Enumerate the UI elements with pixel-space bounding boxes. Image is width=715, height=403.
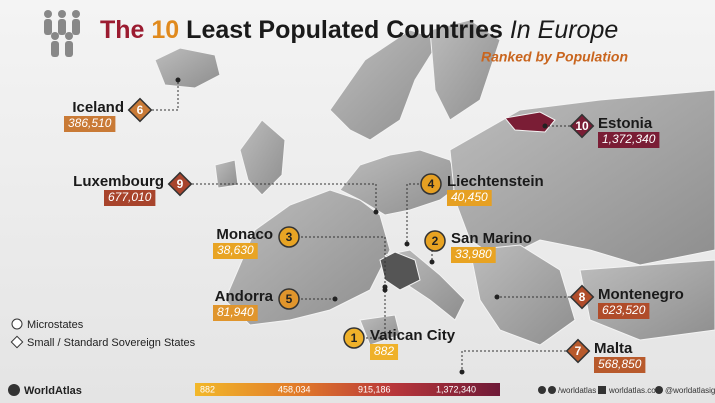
country-name: Montenegro	[598, 286, 684, 303]
rank: 6	[137, 103, 144, 117]
rank: 10	[575, 119, 589, 133]
population-box	[598, 303, 650, 319]
country-name: Malta	[594, 340, 633, 357]
rank-badge	[278, 288, 300, 310]
rank-badge	[569, 113, 595, 139]
leader-line	[289, 236, 386, 290]
population-box	[370, 344, 399, 360]
legend-diamond	[10, 335, 24, 349]
rank: 4	[428, 177, 435, 191]
country-name: Liechtenstein	[447, 173, 544, 190]
title-suffix: In Europe	[510, 16, 618, 44]
population: 40,450	[451, 190, 488, 204]
location-dot	[542, 123, 548, 129]
scale-label: 915,186	[358, 384, 391, 394]
social-icon	[548, 386, 556, 394]
population: 38,630	[217, 243, 254, 257]
population-box	[447, 190, 492, 206]
population: 882	[374, 344, 394, 358]
map	[154, 19, 715, 346]
country-name: Vatican City	[370, 327, 456, 344]
subtitle: Ranked by Population	[481, 49, 628, 65]
rank: 3	[286, 230, 293, 244]
rank: 8	[579, 290, 586, 304]
legend-circle	[11, 318, 23, 330]
population-box	[64, 116, 116, 132]
social-icon	[538, 386, 546, 394]
population-box	[594, 357, 646, 373]
leader-line	[354, 287, 386, 339]
location-dot	[494, 294, 500, 300]
rank: 2	[432, 234, 439, 248]
rank-badge	[127, 97, 153, 123]
population: 33,980	[455, 247, 492, 261]
site: worldatlas.com	[608, 386, 663, 395]
location-dot	[429, 259, 435, 265]
rank: 5	[286, 292, 293, 306]
instagram: @worldatlasig	[665, 386, 715, 395]
population-box	[598, 132, 660, 148]
instagram-icon	[655, 386, 663, 394]
population-box	[213, 305, 258, 321]
population-box	[451, 247, 496, 263]
population: 568,850	[598, 357, 642, 371]
scale-label: 458,034	[278, 384, 311, 394]
title: The 10 Least Populated Countries In Euro…	[100, 16, 618, 44]
location-dot	[175, 77, 181, 83]
population: 1,372,340	[602, 132, 656, 146]
rank-badge	[167, 171, 193, 197]
leader-line	[140, 80, 179, 111]
brand: WorldAtlas	[24, 385, 82, 397]
legend-circle-label: Microstates	[27, 319, 84, 331]
location-dot	[382, 287, 388, 293]
location-dot	[332, 296, 338, 302]
population: 677,010	[108, 190, 152, 204]
location-dot	[459, 369, 465, 375]
country-name: Estonia	[598, 115, 653, 132]
location-dot	[373, 209, 379, 215]
rank-badge	[278, 226, 300, 248]
rank-badge	[569, 284, 595, 310]
country-name: Iceland	[72, 99, 124, 116]
rank-badge	[565, 338, 591, 364]
rank: 7	[575, 344, 582, 358]
site-icon	[598, 386, 606, 394]
rank: 9	[177, 177, 184, 191]
country-name: San Marino	[451, 230, 532, 247]
population: 81,940	[217, 305, 254, 319]
brand-logo	[8, 384, 20, 396]
country-name: Monaco	[216, 226, 273, 243]
people-icon	[44, 10, 80, 57]
scale-labels: 882 458,034 915,186 1,372,340	[200, 384, 476, 394]
rank-badge	[424, 230, 446, 252]
title-main: Least Populated Countries	[186, 16, 503, 44]
country-name: Andorra	[215, 288, 274, 305]
footer-links: /worldatlas worldatlas.com @worldatlasig	[538, 386, 715, 395]
population-box	[213, 243, 258, 259]
legend-diamond-label: Small / Standard Sovereign States	[27, 337, 196, 349]
rank-badge	[420, 173, 442, 195]
population: 623,520	[602, 303, 646, 317]
rank: 1	[351, 331, 358, 345]
scale-label: 882	[200, 384, 215, 394]
social: /worldatlas	[558, 386, 596, 395]
rank-badge	[343, 327, 365, 349]
title-number: 10	[151, 16, 179, 44]
leader-line	[461, 350, 578, 372]
title-the: The	[100, 16, 145, 44]
population-box	[104, 190, 156, 206]
location-dot	[404, 241, 410, 247]
country-name: Luxembourg	[73, 173, 164, 190]
leader-line	[180, 183, 377, 212]
population: 386,510	[68, 116, 112, 130]
scale-label: 1,372,340	[436, 384, 476, 394]
color-scale	[195, 383, 500, 396]
